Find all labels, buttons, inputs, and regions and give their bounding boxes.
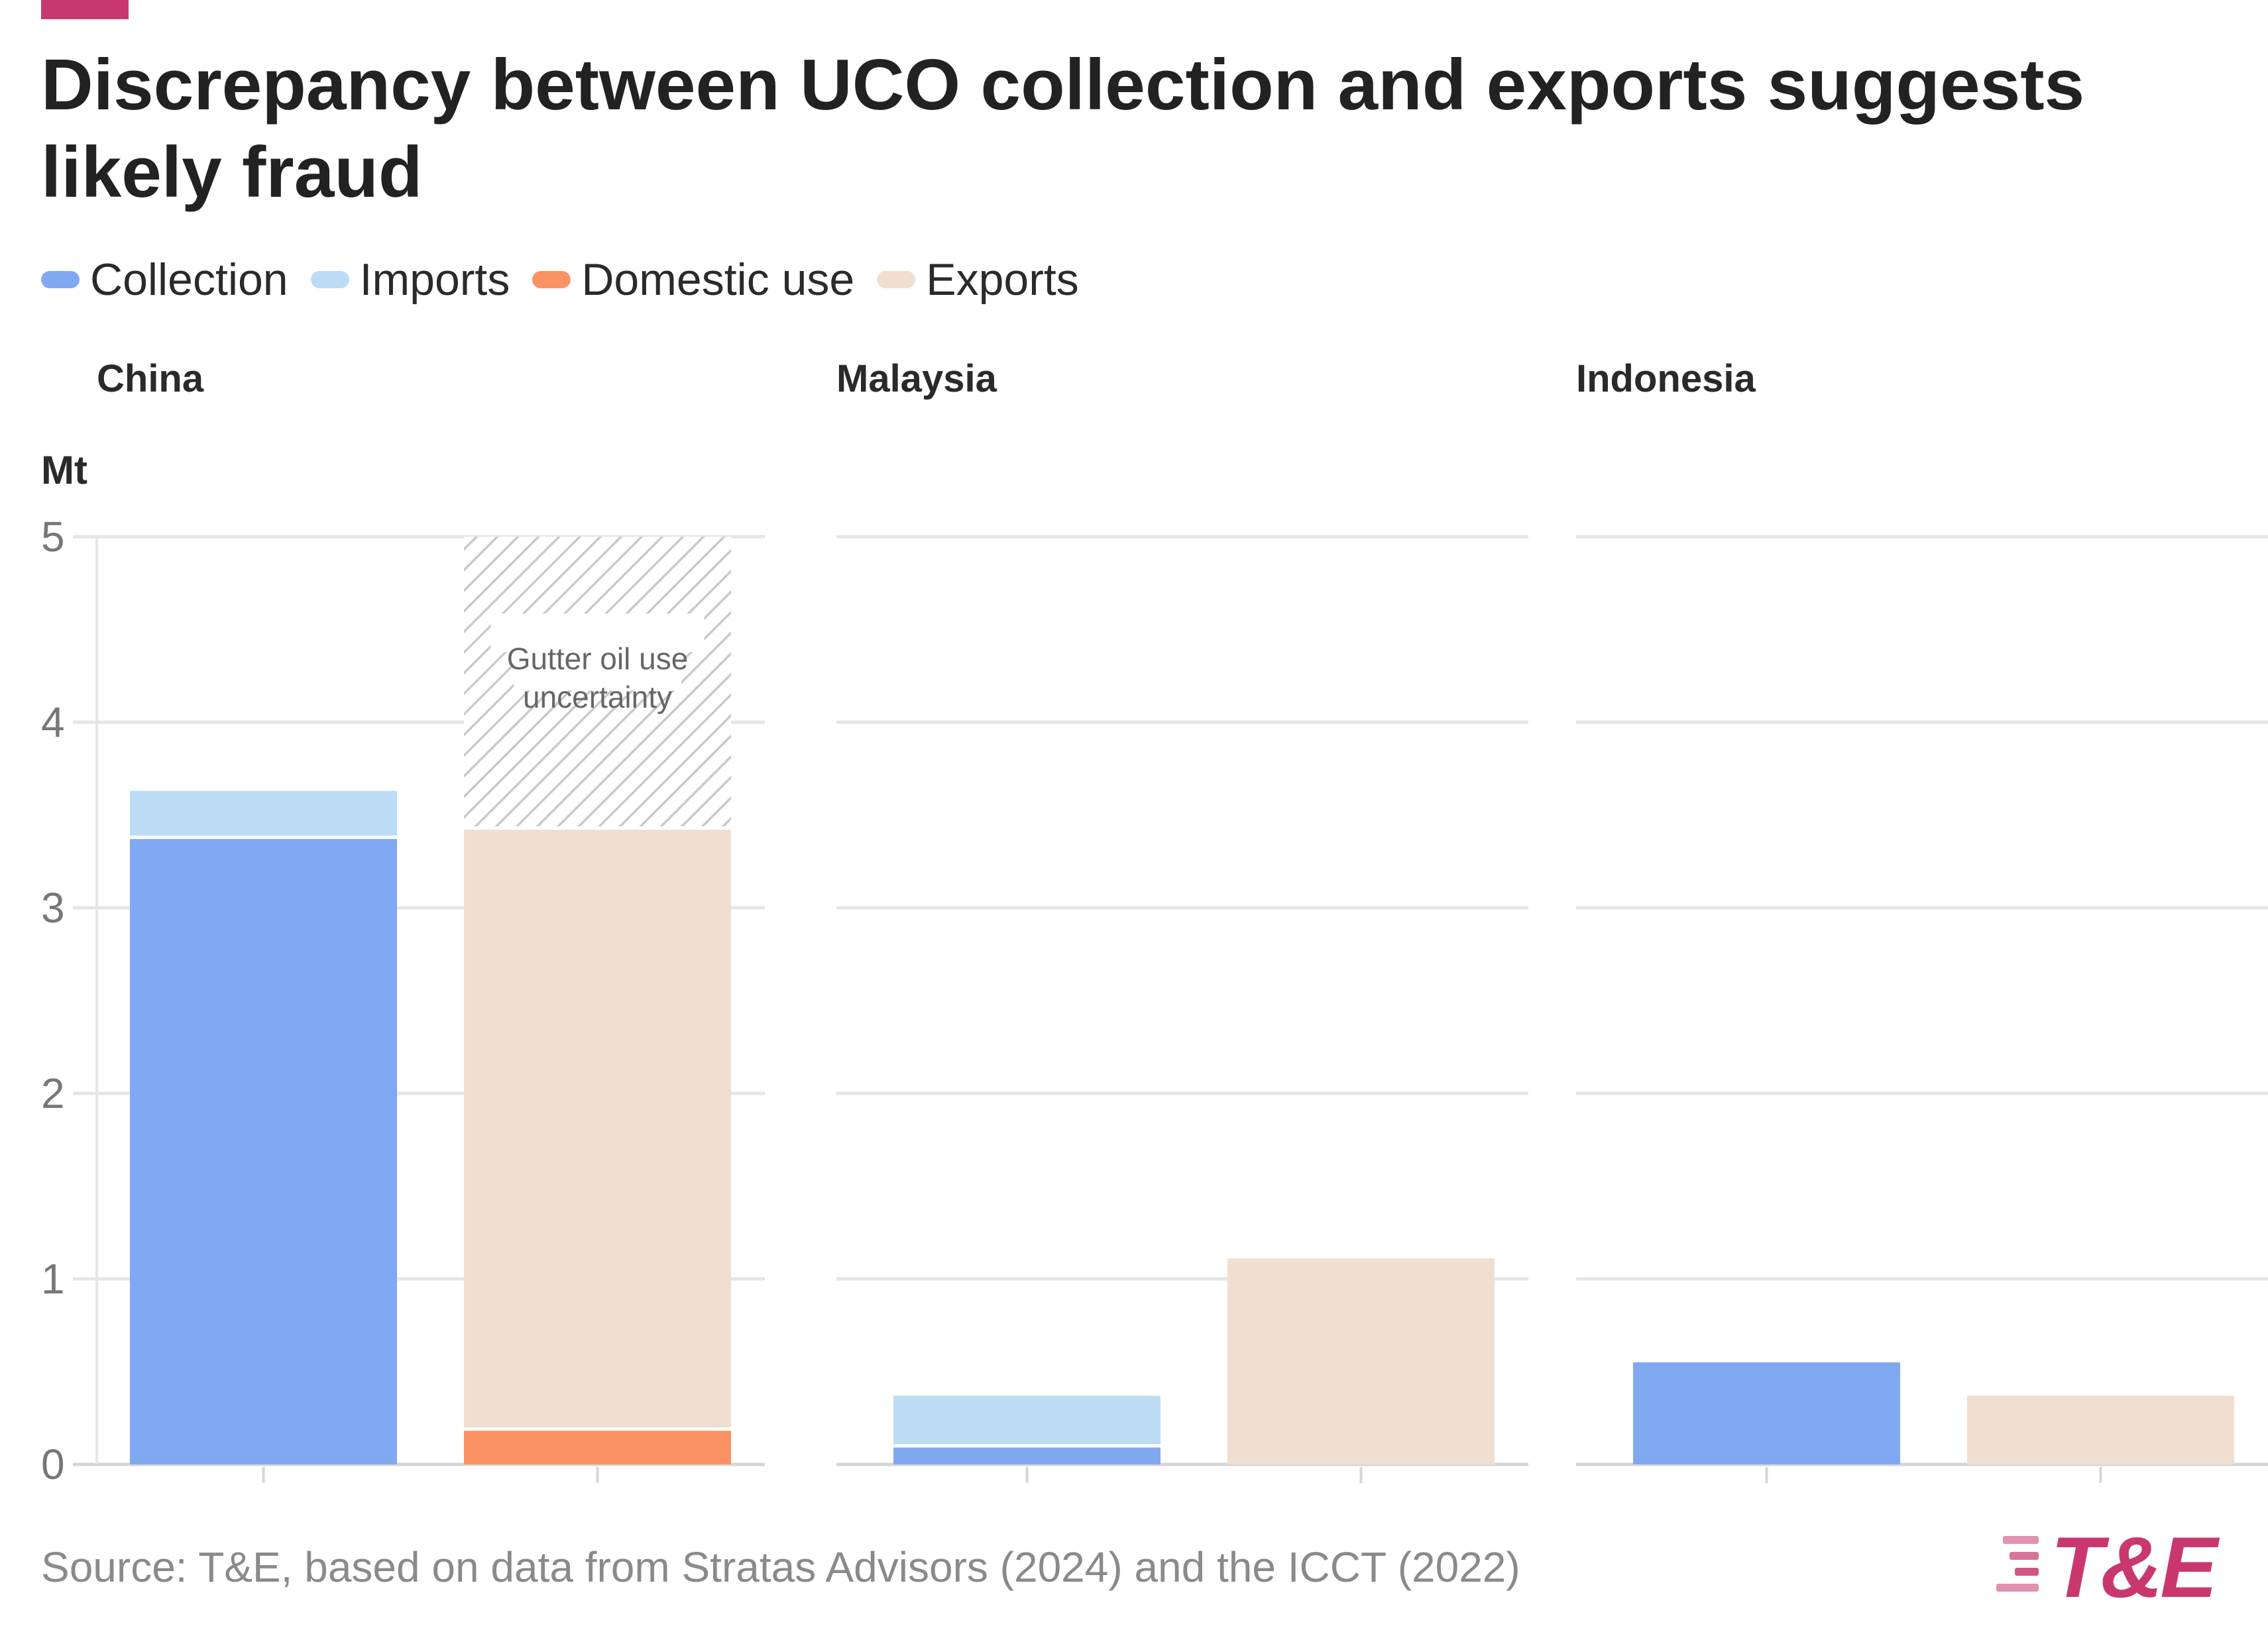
legend-item-collection: Collection [41, 254, 288, 305]
legend-swatch-exports [877, 271, 916, 288]
legend-swatch-imports [310, 271, 349, 288]
y-tick-label: 0 [41, 1441, 65, 1488]
legend: Collection Imports Domestic use Exports [41, 253, 1079, 306]
bar-segment-collection [130, 837, 397, 1464]
bar-segment-collection [893, 1446, 1161, 1464]
uncertainty-label-bg [514, 652, 681, 690]
bar-segment-exports [464, 828, 731, 1429]
uncertainty-label: Gutter oil use [507, 641, 689, 676]
chart-title: Discrepancy between UCO collection and e… [41, 44, 2085, 213]
legend-item-imports: Imports [310, 254, 510, 305]
bar-segment-imports [130, 791, 397, 838]
source-note: Source: T&E, based on data from Stratas … [41, 1543, 1520, 1591]
chart-area: Mt 0 1 2 3 4 5 China Gutter oil use uncertainty Ma… [41, 357, 2268, 1488]
bar-segment-imports [893, 1395, 1161, 1446]
y-tick-label: 1 [41, 1255, 65, 1303]
y-tick-label: 3 [41, 884, 65, 932]
accent-bar [41, 0, 129, 19]
bar-segment-exports [1227, 1258, 1495, 1464]
legend-item-domestic-use: Domestic use [532, 254, 854, 305]
panel-title-malaysia: Malaysia [836, 357, 997, 400]
legend-label-exports: Exports [926, 254, 1079, 305]
legend-label-collection: Collection [90, 254, 288, 305]
bar-segment-exports [1967, 1395, 2234, 1464]
y-axis-label: Mt [41, 448, 87, 492]
uncertainty-label: uncertainty [523, 680, 672, 714]
bar-segment-domestic-use [464, 1429, 731, 1464]
logo-text: T&E [2051, 1519, 2218, 1615]
legend-swatch-collection [41, 271, 80, 288]
legend-item-exports: Exports [877, 254, 1079, 305]
y-tick-label: 4 [41, 698, 65, 746]
legend-swatch-domestic-use [532, 271, 571, 288]
legend-label-imports: Imports [359, 254, 510, 305]
y-tick-label: 2 [41, 1069, 65, 1117]
te-logo: T&E [1988, 1524, 2240, 1610]
logo-speed-lines-icon [1996, 1536, 2039, 1592]
uncertainty-label-bg [490, 614, 705, 652]
panel-title-indonesia: Indonesia [1576, 357, 1756, 400]
bar-segment-collection [1633, 1362, 1900, 1464]
panel-title-china: China [97, 357, 204, 400]
legend-label-domestic-use: Domestic use [581, 254, 855, 305]
y-tick-label: 5 [41, 513, 65, 561]
